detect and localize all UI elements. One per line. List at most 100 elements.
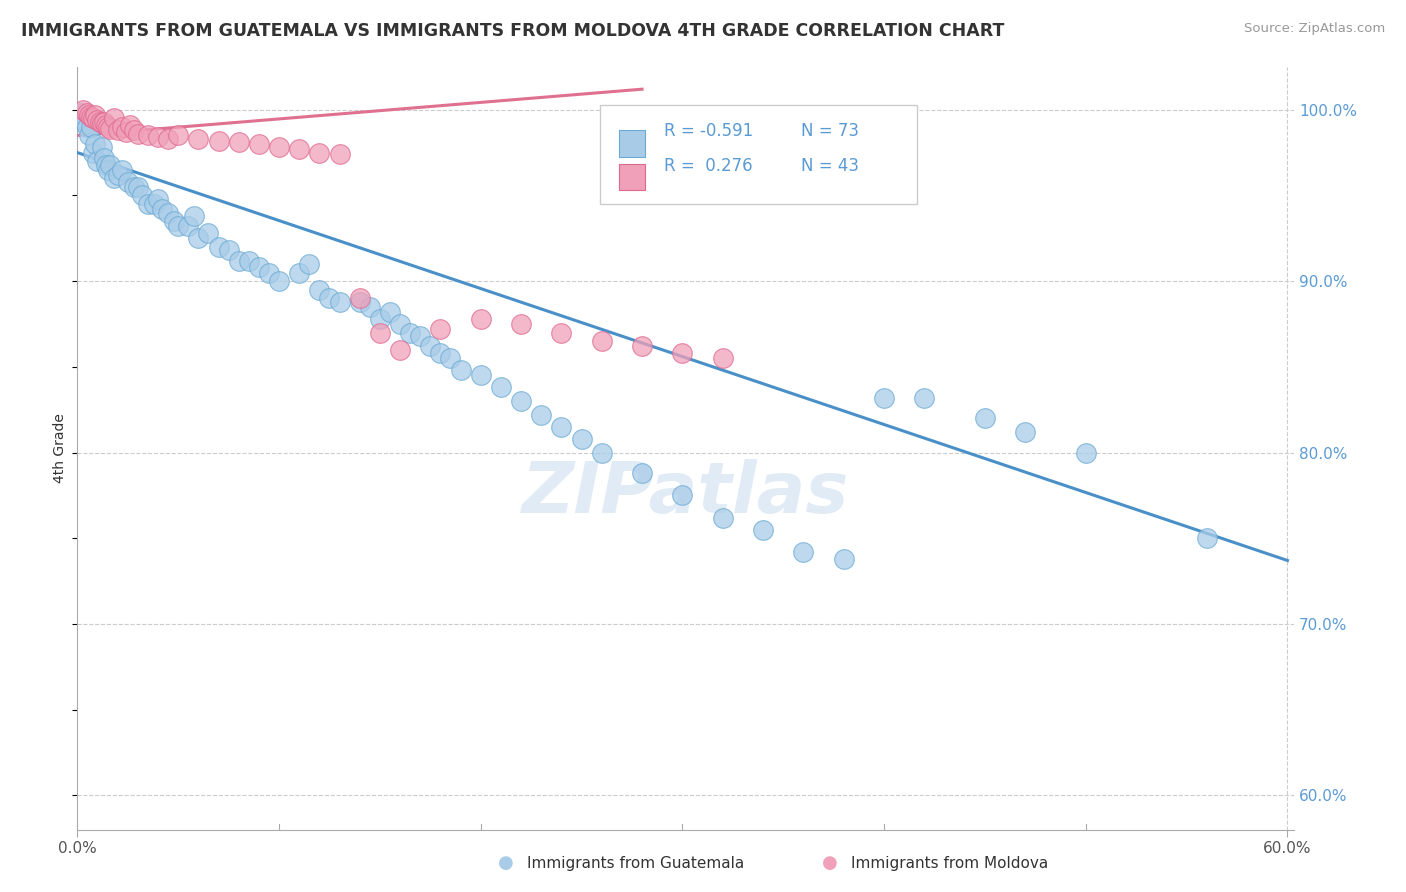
Point	[150, 202, 173, 216]
Point	[218, 244, 240, 258]
Point	[167, 219, 190, 234]
Point	[328, 147, 350, 161]
Point	[114, 125, 136, 139]
Text: ●: ●	[821, 855, 838, 872]
Point	[470, 368, 492, 383]
Point	[571, 432, 593, 446]
Point	[127, 179, 149, 194]
Point	[912, 391, 935, 405]
Point	[75, 114, 97, 128]
Point	[122, 123, 145, 137]
Point	[122, 179, 145, 194]
Text: Immigrants from Moldova: Immigrants from Moldova	[851, 856, 1047, 871]
Point	[349, 294, 371, 309]
Point	[450, 363, 472, 377]
Point	[530, 408, 553, 422]
Point	[792, 545, 814, 559]
Text: R =  0.276: R = 0.276	[664, 157, 752, 175]
Point	[399, 326, 422, 340]
Point	[378, 305, 401, 319]
Point	[97, 162, 120, 177]
Point	[711, 351, 734, 366]
Point	[70, 106, 93, 120]
Point	[157, 205, 180, 219]
Point	[591, 445, 613, 459]
Point	[389, 343, 412, 357]
Point	[72, 103, 94, 117]
Point	[98, 121, 121, 136]
Point	[267, 140, 290, 154]
FancyBboxPatch shape	[600, 105, 917, 204]
Point	[389, 317, 412, 331]
Point	[90, 116, 112, 130]
Point	[183, 209, 205, 223]
Y-axis label: 4th Grade: 4th Grade	[53, 413, 67, 483]
Point	[89, 114, 111, 128]
Point	[318, 291, 340, 305]
Point	[228, 136, 250, 150]
Point	[247, 260, 270, 275]
Point	[82, 112, 104, 126]
FancyBboxPatch shape	[619, 130, 645, 157]
Point	[103, 112, 125, 126]
Point	[510, 394, 533, 409]
Point	[1014, 425, 1036, 439]
Point	[111, 120, 134, 134]
Point	[111, 162, 134, 177]
Point	[177, 219, 200, 234]
Point	[163, 214, 186, 228]
Point	[86, 154, 108, 169]
Point	[228, 253, 250, 268]
Text: R = -0.591: R = -0.591	[664, 122, 752, 140]
Point	[93, 114, 115, 128]
Point	[238, 253, 260, 268]
Point	[207, 134, 229, 148]
Point	[86, 113, 108, 128]
Point	[146, 130, 169, 145]
Point	[127, 127, 149, 141]
Point	[550, 326, 572, 340]
Point	[359, 300, 381, 314]
Point	[671, 488, 693, 502]
Point	[510, 317, 533, 331]
Point	[143, 197, 166, 211]
Point	[79, 128, 101, 143]
Point	[711, 510, 734, 524]
Point	[146, 192, 169, 206]
Text: IMMIGRANTS FROM GUATEMALA VS IMMIGRANTS FROM MOLDOVA 4TH GRADE CORRELATION CHART: IMMIGRANTS FROM GUATEMALA VS IMMIGRANTS …	[21, 22, 1004, 40]
Text: N = 43: N = 43	[801, 157, 859, 175]
Point	[118, 118, 141, 132]
Text: Immigrants from Guatemala: Immigrants from Guatemala	[527, 856, 745, 871]
Point	[489, 380, 512, 394]
Point	[429, 346, 451, 360]
Point	[257, 266, 280, 280]
Point	[591, 334, 613, 348]
Point	[80, 110, 103, 124]
Point	[94, 158, 117, 172]
Point	[873, 391, 896, 405]
Point	[368, 311, 391, 326]
Point	[288, 266, 311, 280]
Point	[103, 171, 125, 186]
Point	[631, 466, 654, 480]
Point	[84, 108, 107, 122]
Point	[94, 118, 117, 132]
Text: Source: ZipAtlas.com: Source: ZipAtlas.com	[1244, 22, 1385, 36]
Point	[76, 106, 98, 120]
Point	[470, 311, 492, 326]
Point	[550, 419, 572, 434]
Point	[1074, 445, 1097, 459]
Point	[288, 142, 311, 156]
Point	[136, 197, 159, 211]
Text: N = 73: N = 73	[801, 122, 859, 140]
Point	[1195, 531, 1218, 545]
Point	[974, 411, 997, 425]
Point	[117, 175, 139, 189]
Point	[90, 140, 112, 154]
Point	[107, 168, 129, 182]
Point	[98, 158, 121, 172]
Point	[97, 120, 120, 134]
Point	[308, 145, 330, 160]
Point	[136, 128, 159, 143]
Point	[349, 291, 371, 305]
